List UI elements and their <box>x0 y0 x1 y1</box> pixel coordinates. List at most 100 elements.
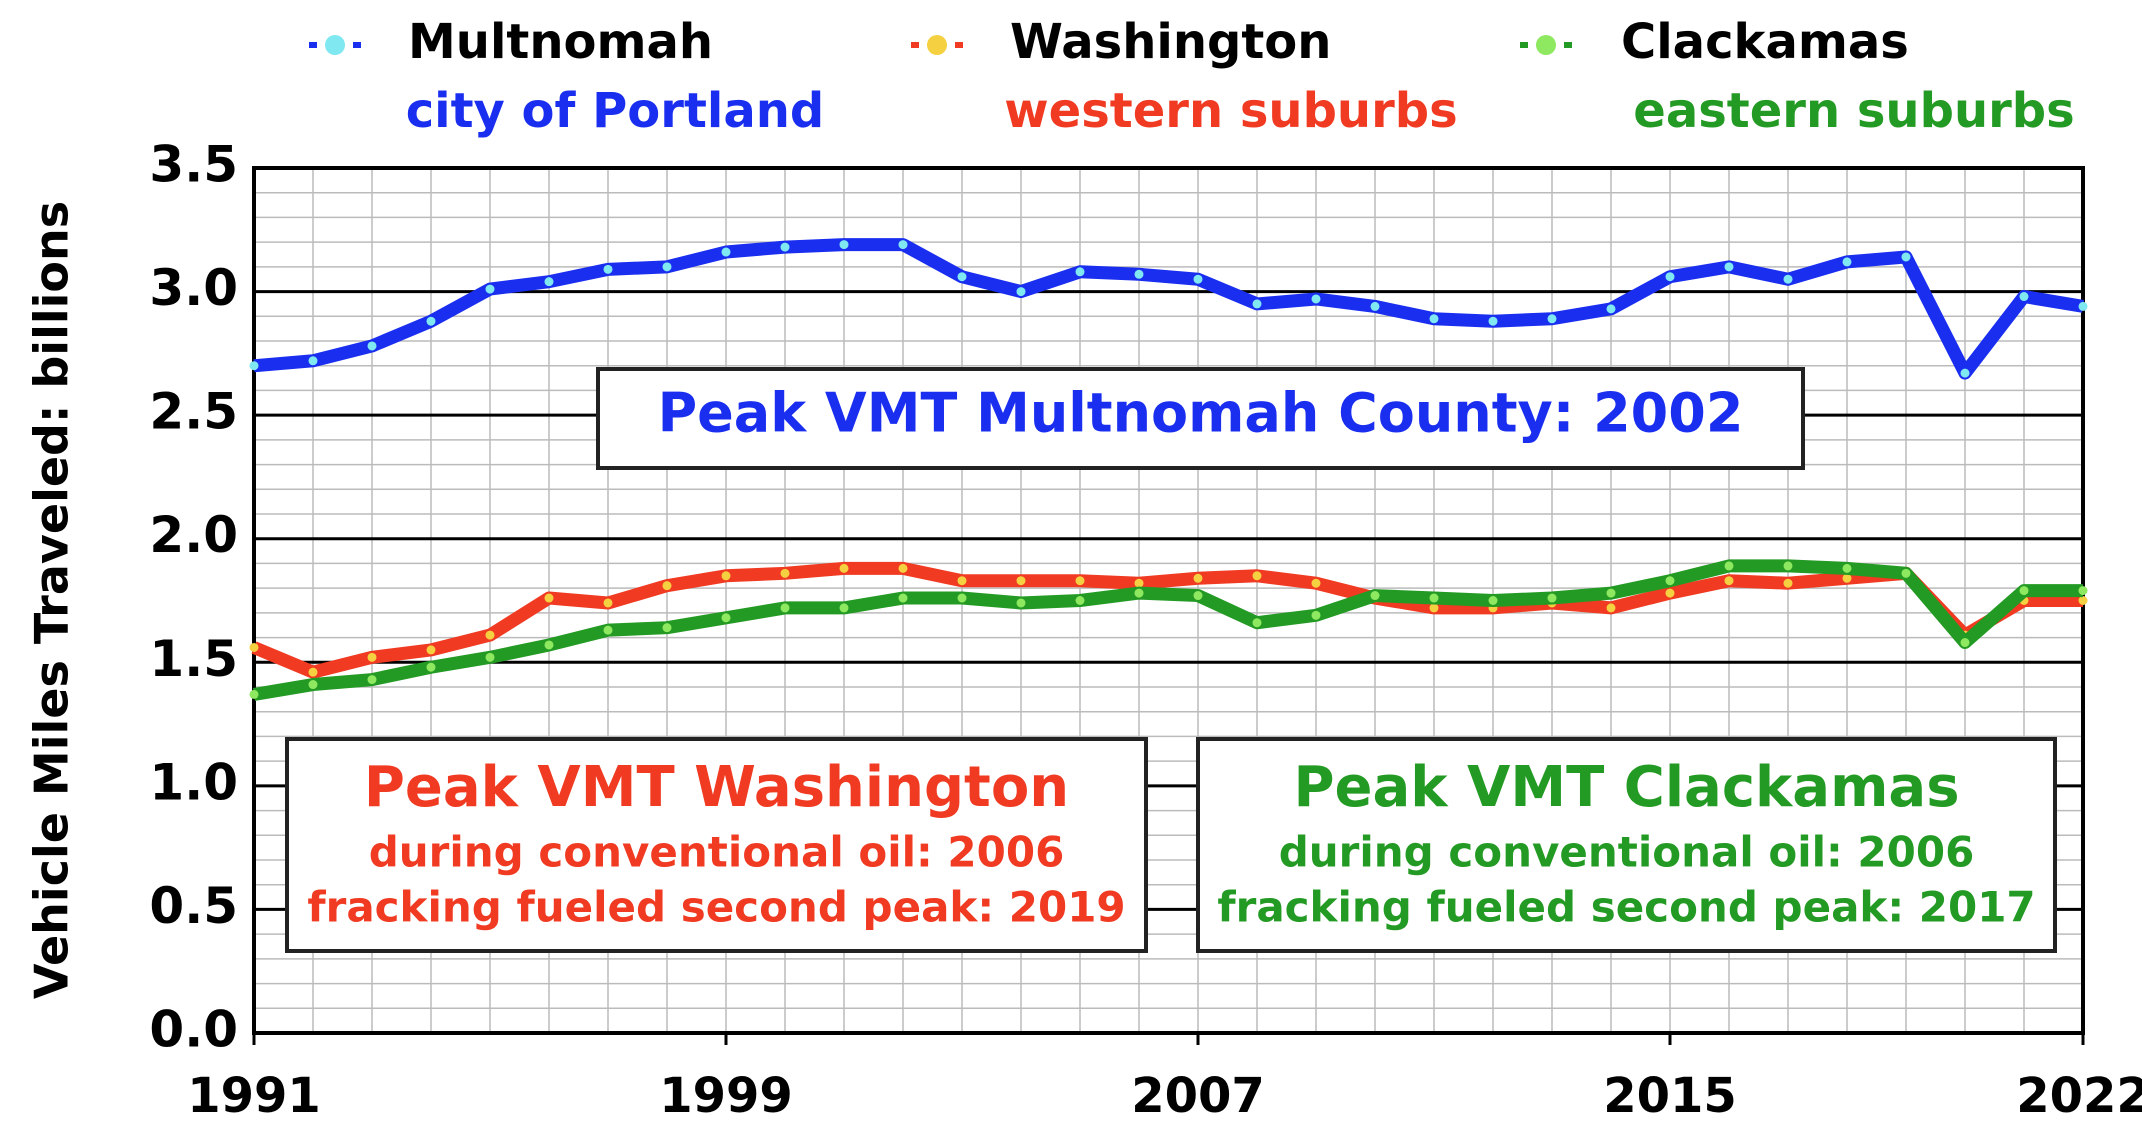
data-point <box>1193 573 1203 583</box>
data-point <box>780 242 790 252</box>
x-tick-label: 2022 <box>2016 1068 2142 1124</box>
data-point <box>1016 576 1026 586</box>
data-point <box>603 625 613 635</box>
y-tick-label: 2.0 <box>149 506 238 564</box>
data-point <box>485 630 495 640</box>
data-point <box>1606 588 1616 598</box>
data-point <box>1901 568 1911 578</box>
y-tick-label: 1.5 <box>149 630 238 688</box>
data-point <box>1252 618 1262 628</box>
legend-marker <box>1536 35 1556 55</box>
data-point <box>603 598 613 608</box>
legend-subtitle: eastern suburbs <box>1633 83 2074 139</box>
data-point <box>544 593 554 603</box>
data-point <box>2078 586 2088 596</box>
data-point <box>839 240 849 250</box>
data-point <box>544 640 554 650</box>
data-point <box>1016 598 1026 608</box>
data-point <box>426 645 436 655</box>
data-point <box>1429 603 1439 613</box>
data-point <box>1783 578 1793 588</box>
data-point <box>367 652 377 662</box>
data-point <box>1665 576 1675 586</box>
data-point <box>2019 586 2029 596</box>
data-point <box>2019 292 2029 302</box>
data-point <box>426 662 436 672</box>
data-point <box>1252 299 1262 309</box>
y-axis-label: Vehicle Miles Traveled: billions <box>25 201 79 999</box>
annotation-box <box>285 737 1148 953</box>
data-point <box>721 613 731 623</box>
x-tick-label: 1991 <box>187 1068 321 1124</box>
data-point <box>1842 563 1852 573</box>
annotation-text: Peak VMT Clackamas <box>1293 755 1959 820</box>
data-point <box>308 680 318 690</box>
data-point <box>367 341 377 351</box>
data-point <box>898 563 908 573</box>
data-point <box>839 563 849 573</box>
data-point <box>1960 638 1970 648</box>
legend-marker <box>927 35 947 55</box>
data-point <box>1075 267 1085 277</box>
data-point <box>1606 603 1616 613</box>
x-tick-label: 2007 <box>1131 1068 1265 1124</box>
annotation-text: fracking fueled second peak: 2017 <box>1217 883 2035 932</box>
data-point <box>1193 274 1203 284</box>
data-point <box>1311 578 1321 588</box>
data-point <box>1370 301 1380 311</box>
data-point <box>1606 304 1616 314</box>
data-point <box>308 667 318 677</box>
data-point <box>662 581 672 591</box>
data-point <box>1075 596 1085 605</box>
data-point <box>1075 576 1085 586</box>
series-line <box>252 559 2083 701</box>
legend-subtitle: western suburbs <box>1004 83 1457 139</box>
data-point <box>1016 287 1026 297</box>
data-point <box>1547 593 1557 603</box>
data-point <box>249 361 259 371</box>
data-point <box>1724 561 1734 571</box>
annotation-box <box>1196 737 2057 953</box>
x-tick-label: 2015 <box>1603 1068 1737 1124</box>
data-point <box>898 240 908 250</box>
data-point <box>721 571 731 581</box>
data-point <box>2078 301 2088 311</box>
data-point <box>721 247 731 257</box>
data-point <box>1311 610 1321 620</box>
data-point <box>1134 588 1144 598</box>
data-point <box>1193 591 1203 601</box>
annotation-box <box>596 367 1805 470</box>
data-point <box>2078 596 2088 605</box>
data-point <box>249 642 259 652</box>
data-point <box>1665 272 1675 282</box>
data-point <box>1429 593 1439 603</box>
data-point <box>662 262 672 272</box>
annotation-text: Peak VMT Washington <box>364 755 1069 820</box>
data-point <box>957 593 967 603</box>
annotation-text: during conventional oil: 2006 <box>369 828 1065 877</box>
data-point <box>485 652 495 662</box>
data-point <box>1842 573 1852 583</box>
y-tick-label: 3.5 <box>149 136 238 194</box>
data-point <box>1783 274 1793 284</box>
legend-label: Clackamas <box>1621 14 1909 70</box>
data-point <box>1488 316 1498 326</box>
x-tick-label: 1999 <box>659 1068 793 1124</box>
data-point <box>603 264 613 274</box>
data-point <box>957 272 967 282</box>
data-point <box>1724 262 1734 272</box>
data-point <box>1370 591 1380 601</box>
data-point <box>426 316 436 326</box>
data-point <box>1547 314 1557 324</box>
y-tick-label: 3.0 <box>149 259 238 317</box>
data-point <box>1724 576 1734 586</box>
data-point <box>249 689 259 699</box>
y-tick-label: 2.5 <box>149 383 238 441</box>
annotation-text: Peak VMT Multnomah County: 2002 <box>658 382 1744 445</box>
data-point <box>1488 596 1498 605</box>
series-line <box>251 561 2083 679</box>
legend-subtitle: city of Portland <box>406 83 825 139</box>
legend-label: Multnomah <box>408 14 713 70</box>
data-point <box>898 593 908 603</box>
